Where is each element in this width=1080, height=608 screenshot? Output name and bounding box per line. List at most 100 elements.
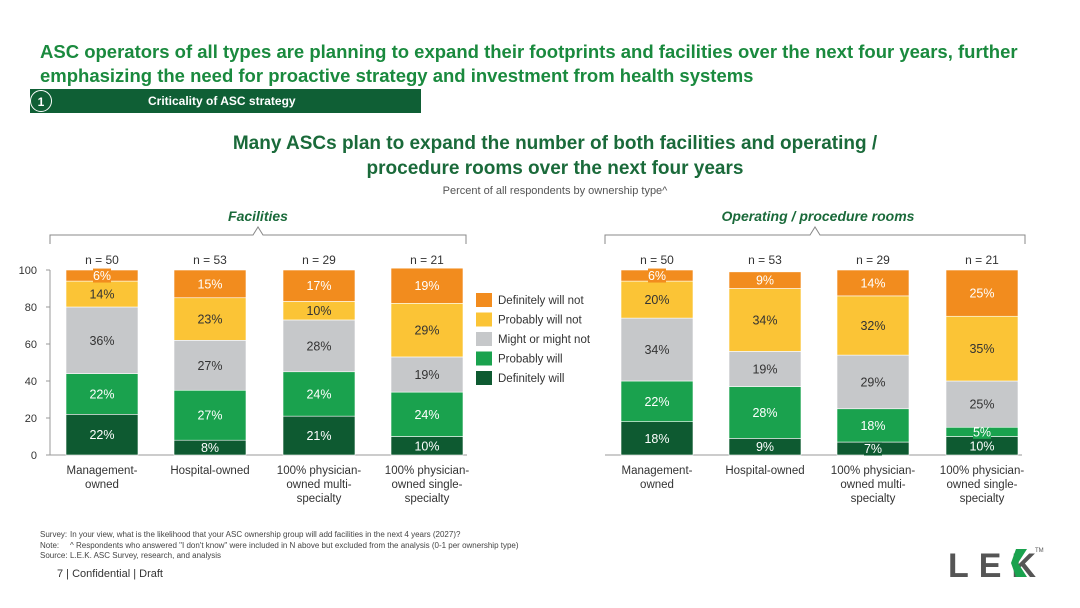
y-tick-label: 60 bbox=[25, 339, 37, 351]
x-tick-label: 100% physician- bbox=[277, 465, 362, 477]
data-label: 27% bbox=[197, 409, 222, 423]
data-label: 34% bbox=[752, 313, 777, 327]
bar-segment bbox=[173, 389, 247, 441]
x-tick-label: owned single- bbox=[947, 479, 1018, 491]
bar-segment bbox=[728, 288, 802, 352]
data-label: 23% bbox=[197, 313, 222, 327]
y-tick-label: 40 bbox=[25, 376, 37, 388]
data-label: 10% bbox=[306, 304, 331, 318]
data-label: 14% bbox=[89, 288, 114, 302]
bar-segment bbox=[620, 380, 694, 423]
data-label: 17% bbox=[306, 279, 331, 293]
data-label: 15% bbox=[197, 277, 222, 291]
x-tick-label: Management- bbox=[622, 465, 693, 477]
footnotes: Survey: In your view, what is the likelih… bbox=[40, 530, 519, 562]
footnote-survey: Survey: In your view, what is the likelih… bbox=[40, 530, 461, 539]
logo-tm: TM bbox=[1035, 548, 1044, 554]
data-label: 24% bbox=[306, 387, 331, 401]
data-label: 9% bbox=[756, 274, 774, 288]
bar-segment bbox=[728, 271, 802, 289]
data-label: 36% bbox=[89, 334, 114, 348]
x-tick-label: Management- bbox=[67, 465, 138, 477]
bar-segment bbox=[836, 408, 910, 443]
data-label-bg bbox=[864, 441, 882, 456]
data-label-bg bbox=[973, 424, 991, 439]
data-label: 22% bbox=[89, 428, 114, 442]
legend-label: Might or might not bbox=[498, 334, 591, 346]
x-tick-label: owned multi- bbox=[840, 479, 905, 491]
bar-segment bbox=[65, 414, 139, 456]
data-label-bg bbox=[648, 268, 666, 283]
chart-caption: Percent of all respondents by ownership … bbox=[442, 185, 668, 197]
bar-segment bbox=[836, 269, 910, 297]
lek-logo: LEK TM bbox=[948, 547, 1046, 585]
bar-segment bbox=[65, 373, 139, 415]
headline: ASC operators of all types are planning … bbox=[40, 41, 1018, 86]
data-label: 18% bbox=[860, 419, 885, 433]
y-tick-label: 0 bbox=[31, 450, 37, 462]
section-label: Criticality of ASC strategy bbox=[148, 94, 296, 108]
chart-subtitle: Many ASCs plan to expand the number of b… bbox=[232, 133, 878, 179]
footer-page-info: 7 | Confidential | Draft bbox=[57, 568, 163, 580]
data-label: 22% bbox=[644, 395, 669, 409]
bar-segment bbox=[173, 340, 247, 391]
data-label: 34% bbox=[644, 343, 669, 357]
data-label: 19% bbox=[752, 362, 777, 376]
x-tick-label: Hospital-owned bbox=[170, 465, 249, 477]
data-label: 7% bbox=[864, 442, 882, 456]
bar-segment bbox=[282, 319, 356, 373]
data-label: 19% bbox=[414, 368, 439, 382]
y-tick-label: 20 bbox=[25, 413, 37, 425]
data-label: 14% bbox=[860, 276, 885, 290]
x-tick-label: owned bbox=[640, 479, 674, 491]
bar-segment bbox=[620, 317, 694, 382]
section-number-badge: 1 bbox=[30, 90, 52, 112]
x-tick-label: owned bbox=[85, 479, 119, 491]
x-tick-label: specialty bbox=[297, 493, 342, 505]
y-tick-label: 80 bbox=[25, 302, 37, 314]
legend-swatch bbox=[476, 332, 492, 346]
bar-segment bbox=[173, 297, 247, 341]
section-bar bbox=[30, 89, 421, 113]
n-label: n = 50 bbox=[85, 253, 119, 267]
legend-label: Probably will not bbox=[498, 315, 583, 327]
bar-segment bbox=[945, 380, 1019, 428]
data-label: 32% bbox=[860, 319, 885, 333]
bar-segment bbox=[945, 315, 1019, 382]
legend-swatch bbox=[476, 351, 492, 366]
bar-segment bbox=[65, 280, 139, 308]
bar-segment bbox=[65, 306, 139, 374]
data-label: 8% bbox=[201, 441, 219, 455]
data-label: 24% bbox=[414, 408, 439, 422]
data-label: 25% bbox=[969, 398, 994, 412]
n-label: n = 21 bbox=[410, 253, 444, 267]
y-tick-label: 100 bbox=[19, 265, 37, 277]
bar-segment bbox=[620, 280, 694, 319]
data-label: 21% bbox=[306, 429, 331, 443]
data-label: 6% bbox=[648, 269, 666, 283]
bar-segment bbox=[390, 267, 464, 304]
bar-segment bbox=[282, 415, 356, 456]
data-label: 20% bbox=[644, 293, 669, 307]
stacked-bar-charts: Facilities 0 20 40 60 80 100 n = 50 22% 22% 36% 14%… bbox=[19, 208, 1026, 505]
x-tick-label: specialty bbox=[851, 493, 896, 505]
data-label: 10% bbox=[414, 439, 439, 453]
data-label: 10% bbox=[969, 439, 994, 453]
data-label: 35% bbox=[969, 342, 994, 356]
x-tick-label: 100% physician- bbox=[831, 465, 916, 477]
data-label: 27% bbox=[197, 359, 222, 373]
logo-text: LEK bbox=[948, 547, 1046, 585]
data-label: 19% bbox=[414, 279, 439, 293]
bar-segment bbox=[728, 351, 802, 387]
legend-label: Definitely will bbox=[498, 373, 564, 385]
data-label: 22% bbox=[89, 387, 114, 401]
chart-title: Facilities bbox=[228, 208, 288, 224]
bar-segment bbox=[836, 295, 910, 356]
x-tick-label: 100% physician- bbox=[940, 465, 1025, 477]
data-label: 6% bbox=[93, 269, 111, 283]
chart-title: Operating / procedure rooms bbox=[722, 208, 915, 224]
data-label: 18% bbox=[644, 432, 669, 446]
data-label: 25% bbox=[969, 287, 994, 301]
x-tick-label: owned single- bbox=[392, 479, 463, 491]
bar-segment bbox=[620, 421, 694, 456]
